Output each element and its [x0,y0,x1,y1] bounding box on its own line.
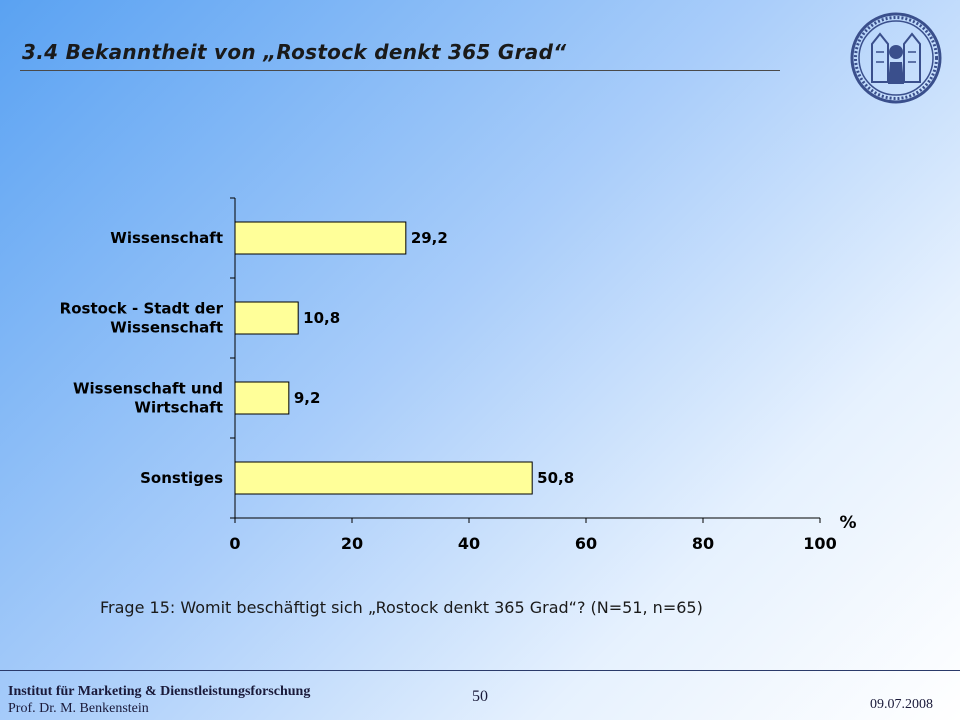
slide-title: 3.4 Bekanntheit von „Rostock denkt 365 G… [22,40,567,64]
category-label: Wissenschaft und Wirtschaft [73,380,223,417]
x-axis-unit-label: % [839,513,856,533]
professor-name: Prof. Dr. M. Benkenstein [8,701,149,716]
x-tick-label: 100 [803,534,836,553]
title-divider [20,70,780,71]
bar-value-label: 50,8 [537,469,574,487]
x-tick-label: 20 [341,534,363,553]
x-tick-label: 0 [229,534,240,553]
x-tick-label: 60 [575,534,597,553]
page-number: 50 [472,688,488,705]
bar-value-label: 9,2 [294,389,321,407]
survey-question: Frage 15: Womit beschäftigt sich „Rostoc… [100,598,703,617]
bar [234,461,533,495]
footer-divider [0,670,960,671]
slide-date: 09.07.2008 [870,697,933,712]
bar [234,301,299,335]
university-seal-icon [850,12,942,104]
category-label: Rostock - Stadt der Wissenschaft [60,300,224,337]
x-tick-label: 80 [692,534,714,553]
bar-value-label: 29,2 [411,229,448,247]
institute-name: Institut für Marketing & Dienstleistungs… [8,684,311,699]
bar [234,221,407,255]
bar-value-label: 10,8 [303,309,340,327]
bar [234,381,290,415]
category-label: Sonstiges [140,469,223,487]
category-label: Wissenschaft [110,229,223,247]
x-tick-label: 40 [458,534,480,553]
